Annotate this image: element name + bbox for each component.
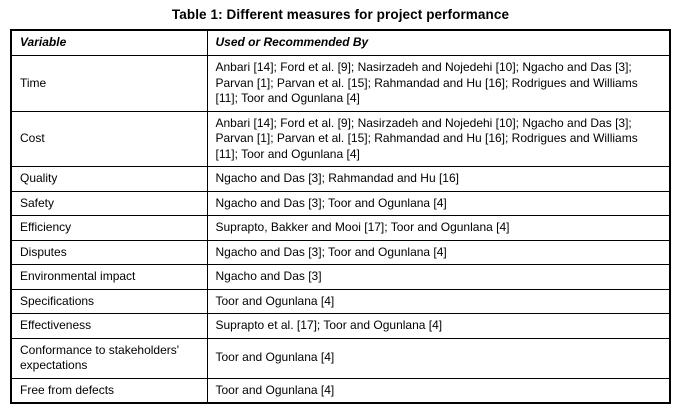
variable-cell: Quality (10, 166, 208, 192)
table-row-conformance-to-stakeholders-expectations: Conformance to stakeholders' expectation… (10, 337, 671, 379)
variable-cell: Specifications (10, 288, 208, 314)
col-header-variable: Variable (10, 29, 208, 56)
table-row-environmental-impact: Environmental impact Ngacho and Das [3] (10, 264, 671, 290)
table-title: Table 1: Different measures for project … (171, 7, 510, 22)
variable-cell: Efficiency (10, 215, 208, 241)
variable-cell: Safety (10, 190, 208, 216)
variable-cell: Cost (10, 110, 208, 167)
sources-cell: Ngacho and Das [3]; Toor and Ogunlana [4… (206, 239, 671, 265)
col-header-used-or-recommended-by: Used or Recommended By (206, 29, 671, 56)
sources-cell: Ngacho and Das [3] (206, 264, 671, 290)
sources-cell: Suprapto et al. [17]; Toor and Ogunlana … (206, 313, 671, 339)
variable-cell: Free from defects (10, 377, 208, 404)
sources-cell: Ngacho and Das [3]; Rahmandad and Hu [16… (206, 166, 671, 192)
table-row-cost: Cost Anbari [14]; Ford et al. [9]; Nasir… (10, 110, 671, 167)
table-row-disputes: Disputes Ngacho and Das [3]; Toor and Og… (10, 239, 671, 265)
variable-cell: Environmental impact (10, 264, 208, 290)
sources-cell: Toor and Ogunlana [4] (206, 377, 671, 404)
variable-cell: Disputes (10, 239, 208, 265)
measures-table: Variable Used or Recommended By Time Anb… (10, 29, 671, 404)
variable-cell: Effectiveness (10, 313, 208, 339)
sources-cell: Ngacho and Das [3]; Toor and Ogunlana [4… (206, 190, 671, 216)
sources-cell: Suprapto, Bakker and Mooi [17]; Toor and… (206, 215, 671, 241)
table-row-efficiency: Efficiency Suprapto, Bakker and Mooi [17… (10, 215, 671, 241)
variable-cell: Time (10, 55, 208, 112)
table-row-quality: Quality Ngacho and Das [3]; Rahmandad an… (10, 166, 671, 192)
sources-cell: Toor and Ogunlana [4] (206, 337, 671, 379)
variable-cell: Conformance to stakeholders' expectation… (10, 337, 208, 379)
table-row-specifications: Specifications Toor and Ogunlana [4] (10, 288, 671, 314)
header-row: Variable Used or Recommended By (10, 29, 671, 56)
table-row-effectiveness: Effectiveness Suprapto et al. [17]; Toor… (10, 313, 671, 339)
sources-cell: Anbari [14]; Ford et al. [9]; Nasirzadeh… (206, 110, 671, 167)
table-row-safety: Safety Ngacho and Das [3]; Toor and Ogun… (10, 190, 671, 216)
sources-cell: Anbari [14]; Ford et al. [9]; Nasirzadeh… (206, 55, 671, 112)
table-row-time: Time Anbari [14]; Ford et al. [9]; Nasir… (10, 55, 671, 112)
sources-cell: Toor and Ogunlana [4] (206, 288, 671, 314)
table-row-free-from-defects: Free from defects Toor and Ogunlana [4] (10, 377, 671, 404)
